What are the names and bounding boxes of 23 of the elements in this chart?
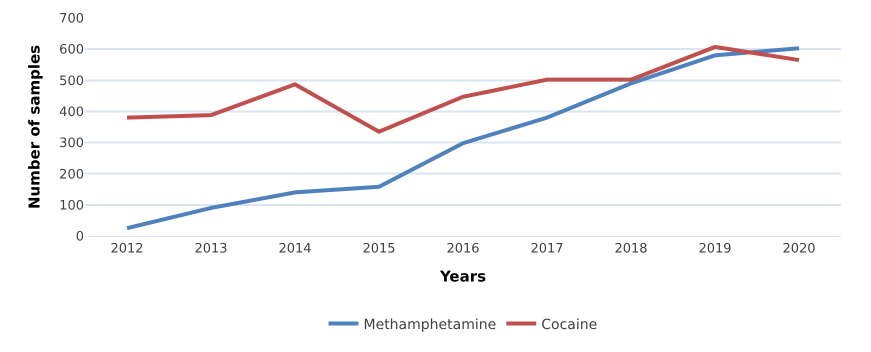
legend-label: Methamphetamine bbox=[364, 317, 496, 333]
y-tick-label: 200 bbox=[59, 167, 84, 182]
x-tick-label: 2016 bbox=[446, 242, 480, 257]
legend-label: Cocaine bbox=[541, 317, 598, 333]
x-tick-label: 2012 bbox=[110, 242, 144, 257]
x-tick-label: 2019 bbox=[698, 242, 732, 257]
x-tick-label: 2018 bbox=[614, 242, 648, 257]
y-tick-label: 700 bbox=[59, 12, 84, 27]
line-series bbox=[125, 46, 801, 230]
y-tick-label: 400 bbox=[59, 104, 84, 120]
x-axis-title: Years bbox=[438, 268, 486, 286]
x-tick-label: 2015 bbox=[362, 242, 396, 257]
y-tick-label: 300 bbox=[59, 136, 84, 152]
y-tick-label: 500 bbox=[59, 74, 84, 89]
line-series bbox=[125, 44, 801, 134]
y-axis-title: Number of samples bbox=[25, 44, 44, 210]
y-tick-label: 0 bbox=[76, 230, 84, 245]
x-tick-label: 2020 bbox=[782, 242, 816, 257]
y-tick-label: 600 bbox=[59, 42, 84, 58]
x-tick-label: 2013 bbox=[194, 242, 228, 257]
y-tick-label: 100 bbox=[59, 198, 84, 214]
x-tick-label: 2017 bbox=[530, 242, 564, 257]
x-tick-label: 2014 bbox=[278, 242, 312, 257]
